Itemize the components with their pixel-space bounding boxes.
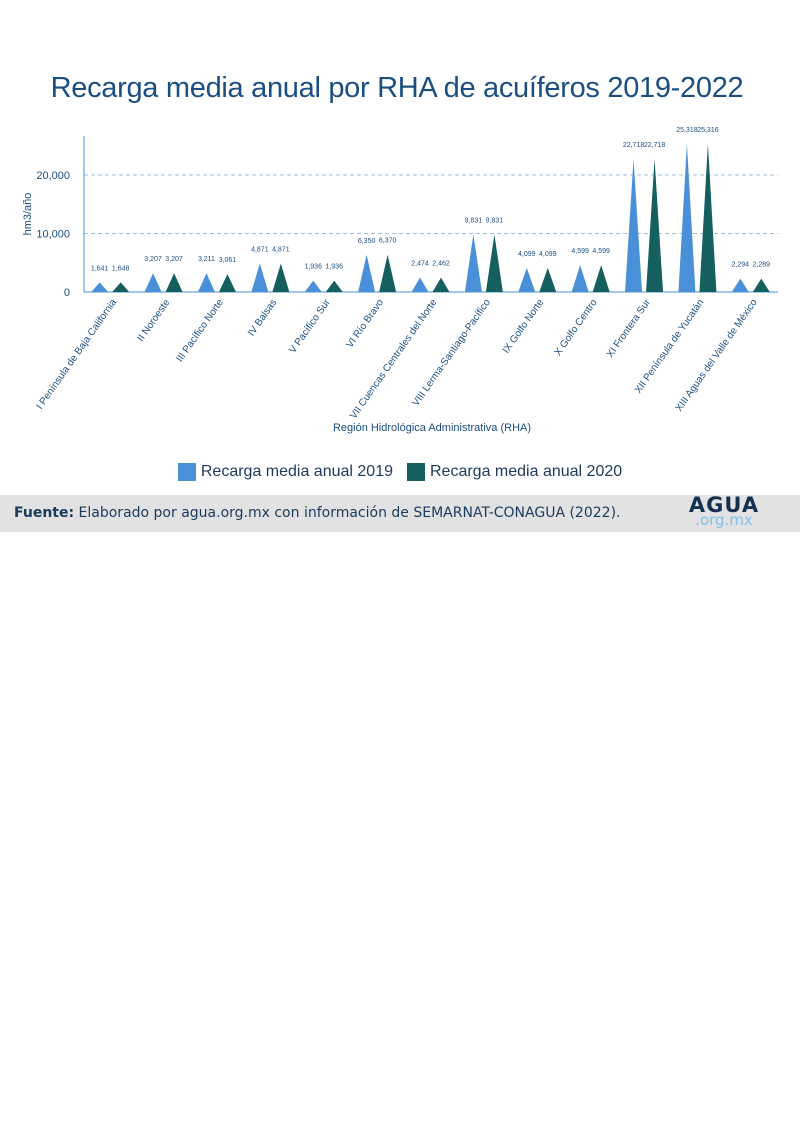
bar-2020 <box>325 280 343 292</box>
data-label: 22,718 <box>623 142 645 149</box>
data-label: 3,207 <box>144 256 162 263</box>
bar-2019 <box>678 143 696 292</box>
data-label: 4,871 <box>251 247 269 254</box>
bar-2020 <box>752 278 770 292</box>
bar-2019 <box>197 273 215 292</box>
footer-bar: Fuente: Elaborado por agua.org.mx con in… <box>0 495 800 532</box>
source-text: Elaborado por agua.org.mx con informació… <box>74 505 621 521</box>
bar-2020 <box>539 268 557 292</box>
chart-legend: Recarga media anual 2019 Recarga media a… <box>0 463 800 481</box>
bar-2020 <box>218 274 236 292</box>
bar-2019 <box>411 277 429 292</box>
data-label: 1,641 <box>91 265 109 272</box>
x-tick-label: VII Cuencas Centrales del Norte <box>348 297 440 421</box>
bar-2020 <box>646 159 664 292</box>
bar-2019 <box>571 265 589 292</box>
logo-main-text: AGUA <box>688 493 760 517</box>
bar-2019 <box>144 273 162 292</box>
y-axis-label: hm3/año <box>22 193 34 236</box>
legend-swatch-2019 <box>177 463 196 481</box>
data-label: 9,831 <box>465 217 483 224</box>
bar-2019 <box>731 278 749 292</box>
x-tick-label: V Pacífico Sur <box>287 297 333 356</box>
data-label: 22,718 <box>644 142 666 149</box>
bar-2019 <box>358 254 376 292</box>
bar-2020 <box>112 282 130 292</box>
y-tick-label: 0 <box>64 287 70 299</box>
y-tick-label: 20,000 <box>36 170 70 182</box>
x-tick-label: IV Balsas <box>246 297 279 338</box>
legend-label-2019: Recarga media anual 2019 <box>200 463 393 480</box>
x-tick-label: XI Frontera Sur <box>605 297 654 360</box>
bar-2019 <box>251 263 269 292</box>
bar-2019 <box>518 268 536 292</box>
x-tick-label: VI Río Bravo <box>345 297 387 350</box>
bar-2019 <box>464 234 482 292</box>
agua-logo[interactable]: AGUA .org.mx <box>688 495 760 528</box>
data-label: 4,099 <box>539 251 557 258</box>
data-label: 9,831 <box>486 217 504 224</box>
logo-sub-text: .org.mx <box>695 511 753 529</box>
data-label: 3,207 <box>165 256 183 263</box>
legend-item-2019[interactable]: Recarga media anual 2019 <box>177 463 393 481</box>
data-label: 2,294 <box>732 262 750 269</box>
x-tick-label: III Pacífico Norte <box>175 297 227 364</box>
data-label: 4,599 <box>571 248 589 255</box>
y-tick-label: 10,000 <box>36 229 70 241</box>
bar-2020 <box>432 277 450 292</box>
legend-label-2020: Recarga media anual 2020 <box>430 463 623 480</box>
legend-item-2020[interactable]: Recarga media anual 2020 <box>407 463 622 481</box>
bar-2019 <box>304 280 322 292</box>
source-note: Fuente: Elaborado por agua.org.mx con in… <box>14 505 620 521</box>
data-label: 2,474 <box>411 261 429 268</box>
data-label: 25,316 <box>697 127 719 134</box>
x-tick-label: II Noroeste <box>135 297 172 344</box>
legend-swatch-2020 <box>407 463 425 481</box>
x-tick-label: I Península de Baja California <box>35 297 120 412</box>
bar-2020 <box>272 263 290 292</box>
bar-2020 <box>485 234 503 292</box>
bar-2020 <box>379 254 397 292</box>
data-label: 25,318 <box>676 127 698 134</box>
data-label: 4,099 <box>518 251 536 258</box>
bar-2019 <box>91 282 109 292</box>
data-label: 6,350 <box>358 238 376 245</box>
bar-2020 <box>592 265 610 292</box>
data-label: 3,061 <box>219 257 237 264</box>
chart-title: Recarga media anual por RHA de acuíferos… <box>50 72 744 104</box>
data-label: 2,289 <box>753 262 771 269</box>
data-label: 4,871 <box>272 247 290 254</box>
data-label: 4,599 <box>592 248 610 255</box>
x-tick-label: IX Golfo Norte <box>501 297 547 356</box>
data-label: 2,462 <box>432 261 450 268</box>
data-label: 1,936 <box>304 264 322 271</box>
x-tick-label: X Golfo Centro <box>553 297 600 358</box>
data-label: 1,936 <box>325 264 343 271</box>
x-axis-label: Región Hidrológica Administrativa (RHA) <box>333 422 531 434</box>
bar-2020 <box>699 143 717 292</box>
bar-2019 <box>625 159 643 292</box>
bar-2020 <box>165 273 183 292</box>
data-label: 1,648 <box>112 265 130 272</box>
data-label: 6,370 <box>379 238 397 245</box>
data-label: 3,211 <box>198 256 215 263</box>
source-label: Fuente: <box>14 505 75 521</box>
